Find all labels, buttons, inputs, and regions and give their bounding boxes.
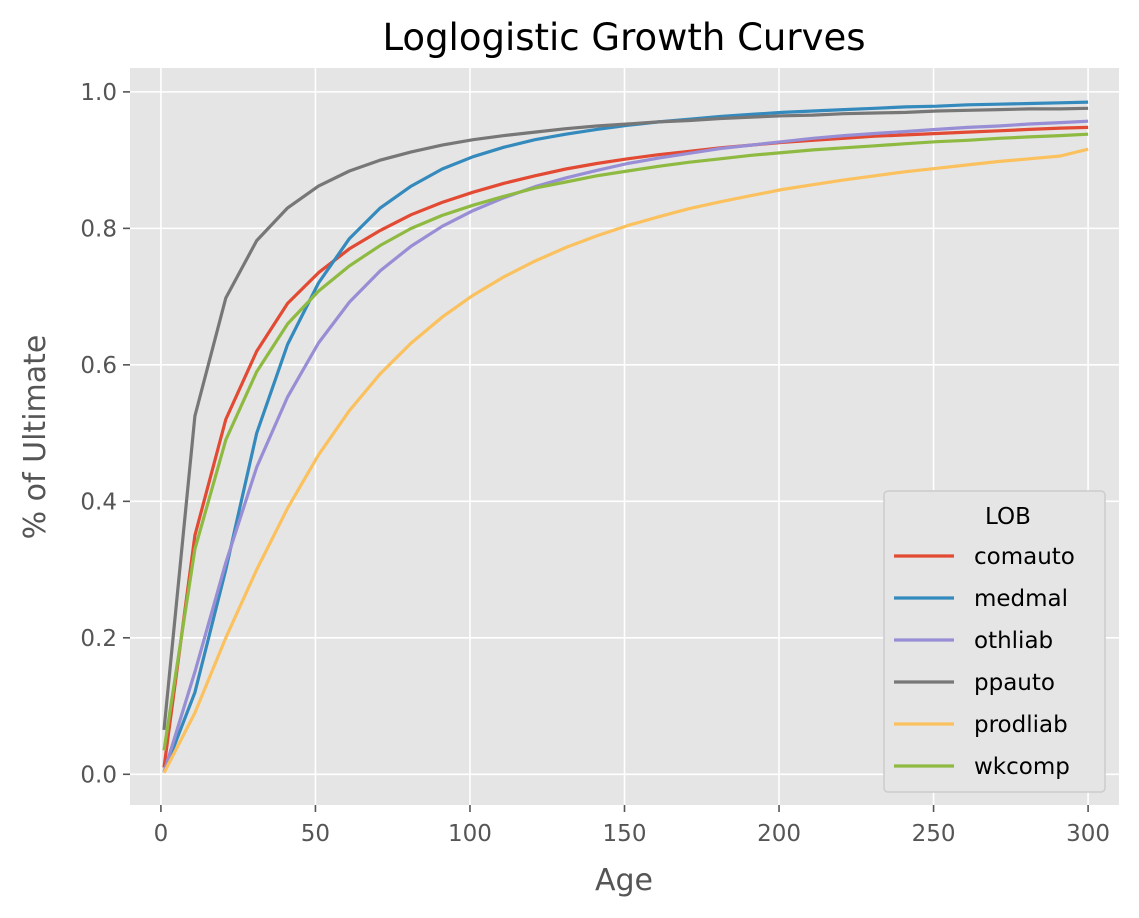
series-line-ppauto bbox=[162, 106, 1089, 731]
y-tick-label: 0.4 bbox=[80, 489, 117, 515]
legend: LOB comauto medmal othliab ppauto prodliab wk… bbox=[883, 490, 1106, 793]
x-tick-label: 300 bbox=[1066, 821, 1110, 847]
y-tick-label: 0.2 bbox=[80, 626, 117, 652]
legend-label-wkcomp: wkcomp bbox=[974, 754, 1070, 780]
legend-label-othliab: othliab bbox=[974, 628, 1053, 654]
legend-title: LOB bbox=[985, 504, 1031, 530]
legend-label-comauto: comauto bbox=[974, 544, 1075, 570]
x-tick-label: 50 bbox=[301, 821, 330, 847]
axis-ticks: 0 50 100 150 200 250 300 0.0 0.2 0.4 0.6 0.8 1.0 bbox=[80, 80, 1110, 847]
y-tick-label: 0.6 bbox=[80, 353, 117, 379]
legend-label-medmal: medmal bbox=[974, 586, 1068, 612]
y-tick-label: 1.0 bbox=[80, 80, 117, 106]
series-line-prodliab bbox=[162, 147, 1089, 774]
y-tick-label: 0.8 bbox=[80, 216, 117, 242]
series-line-othliab bbox=[162, 119, 1089, 773]
legend-box bbox=[883, 490, 1106, 793]
series-lines bbox=[162, 100, 1089, 774]
x-tick-label: 250 bbox=[912, 821, 956, 847]
x-tick-label: 200 bbox=[757, 821, 801, 847]
x-tick-label: 100 bbox=[448, 821, 492, 847]
series-line-wkcomp bbox=[162, 132, 1089, 751]
series-line-comauto bbox=[162, 125, 1089, 768]
y-tick-label: 0.0 bbox=[80, 762, 117, 788]
chart-title: Loglogistic Growth Curves bbox=[382, 16, 865, 59]
legend-label-prodliab: prodliab bbox=[974, 712, 1068, 738]
x-tick-label: 0 bbox=[154, 821, 169, 847]
legend-label-ppauto: ppauto bbox=[974, 670, 1055, 696]
y-axis-label: % of Ultimate bbox=[18, 335, 53, 540]
x-tick-label: 150 bbox=[603, 821, 647, 847]
x-axis-label: Age bbox=[595, 863, 653, 898]
